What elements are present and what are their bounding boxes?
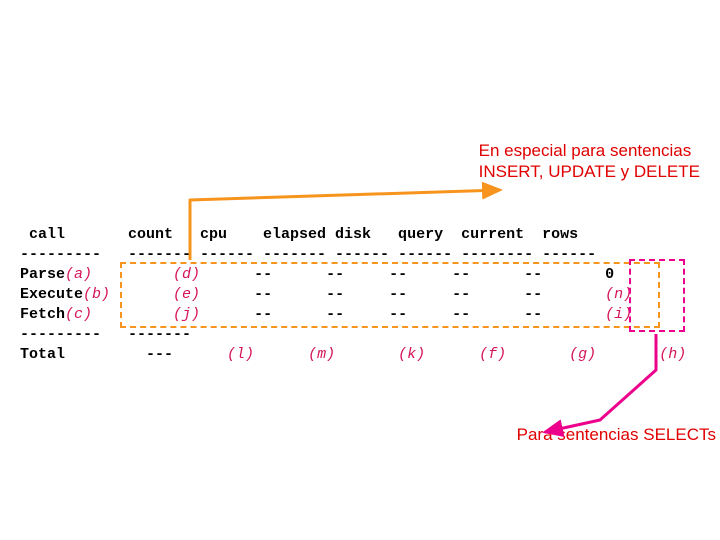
highlight-box-dml	[120, 262, 660, 328]
diagram-root: En especial para sentencias INSERT, UPDA…	[0, 0, 720, 540]
callout-top-line1: En especial para sentencias	[479, 140, 700, 161]
callout-top-line2: INSERT, UPDATE y DELETE	[479, 161, 700, 182]
highlight-box-rows	[629, 259, 685, 332]
callout-insert-update-delete: En especial para sentencias INSERT, UPDA…	[479, 140, 700, 183]
callout-selects: Para sentencias SELECTs	[517, 425, 716, 445]
